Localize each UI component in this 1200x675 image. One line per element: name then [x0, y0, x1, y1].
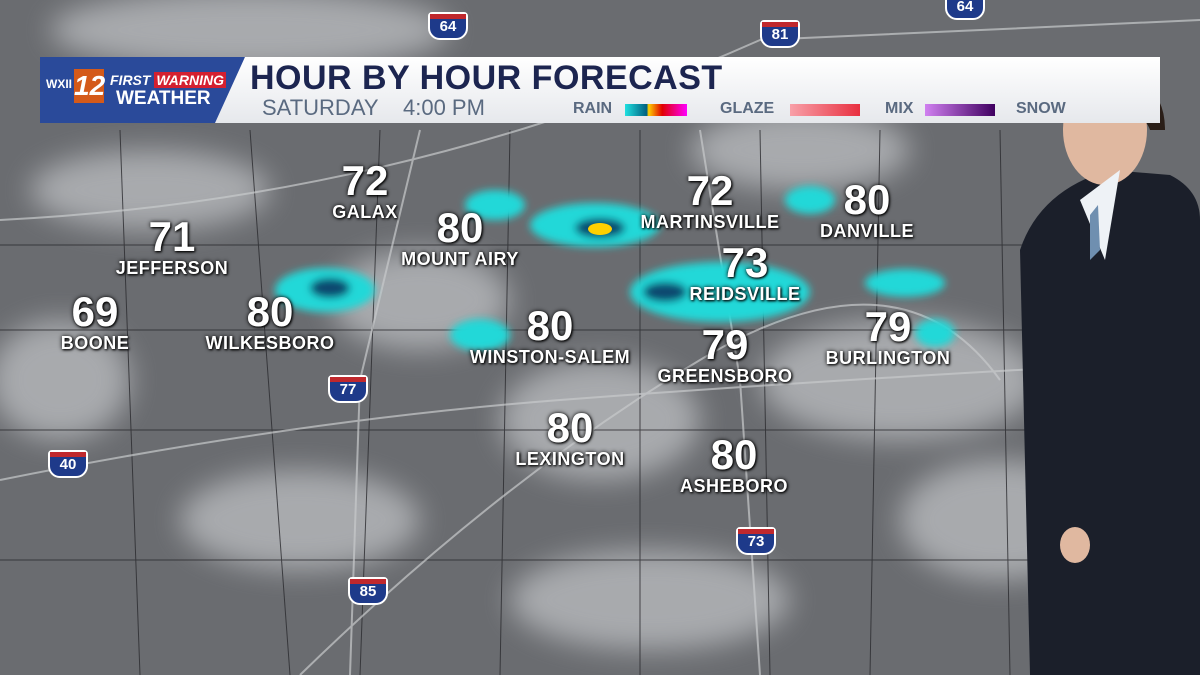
- city-forecast: 80 LEXINGTON: [515, 404, 625, 470]
- city-name: BURLINGTON: [825, 348, 951, 368]
- city-temperature: 73: [721, 239, 769, 286]
- channel-number: 12: [74, 69, 106, 103]
- forecast-day-time: SATURDAY 4:00 PM: [262, 95, 485, 121]
- legend-glaze-bar: [790, 104, 860, 116]
- city-temperature: 80: [526, 302, 574, 349]
- forecast-day: SATURDAY: [262, 95, 379, 120]
- city-temperature: 80: [546, 404, 594, 451]
- interstate-shield: 81: [760, 20, 800, 48]
- city-name: WILKESBORO: [205, 333, 335, 353]
- interstate-shield: 64: [428, 12, 468, 40]
- city-name: GALAX: [332, 202, 398, 222]
- legend-rain: RAIN: [573, 100, 613, 117]
- city-name: MOUNT AIRY: [401, 249, 519, 269]
- city-temperature: 72: [686, 167, 734, 214]
- city-forecast: 80 WILKESBORO: [205, 288, 335, 354]
- legend-mix-bar: [925, 104, 995, 116]
- city-forecast: 72 GALAX: [332, 157, 398, 223]
- station-logo: WXII 12 FIRST WARNING WEATHER: [40, 57, 245, 123]
- interstate-shield: 40: [48, 450, 88, 478]
- forecast-banner: WXII 12 FIRST WARNING WEATHER HOUR BY HO…: [40, 57, 1160, 123]
- forecast-time: 4:00 PM: [402, 95, 485, 120]
- city-name: REIDSVILLE: [689, 284, 801, 304]
- station-call-letters: WXII: [46, 77, 72, 91]
- legend-snow: SNOW: [1016, 100, 1066, 117]
- city-forecast: 80 ASHEBORO: [679, 431, 789, 497]
- legend-rain-bar: [625, 104, 687, 116]
- city-temperature: 79: [864, 303, 912, 350]
- city-name: GREENSBORO: [657, 366, 793, 386]
- city-temperature: 80: [246, 288, 294, 335]
- city-name: BOONE: [60, 333, 130, 353]
- city-forecast: 79 BURLINGTON: [825, 303, 951, 369]
- city-name: ASHEBORO: [679, 476, 789, 496]
- city-name: MARTINSVILLE: [640, 212, 780, 232]
- city-temperature: 79: [701, 321, 749, 368]
- city-temperature: 72: [341, 157, 389, 204]
- interstate-shield: 73: [736, 527, 776, 555]
- city-forecast: 69 BOONE: [60, 288, 130, 354]
- legend-glaze: GLAZE: [720, 100, 775, 117]
- interstate-shield: 77: [328, 375, 368, 403]
- city-forecast: 79 GREENSBORO: [657, 321, 793, 387]
- city-forecast: 72 MARTINSVILLE: [640, 167, 780, 233]
- rain-echoes: [275, 186, 955, 351]
- interstate-shield: 64: [945, 0, 985, 20]
- city-name: JEFFERSON: [115, 258, 229, 278]
- city-name: WINSTON-SALEM: [469, 347, 631, 367]
- city-temperature: 80: [710, 431, 758, 478]
- brand-weather: WEATHER: [116, 88, 211, 109]
- city-temperature: 80: [843, 176, 891, 223]
- city-forecast: 80 MOUNT AIRY: [401, 204, 519, 270]
- brand-first: FIRST: [110, 72, 151, 88]
- city-forecast: 80 WINSTON-SALEM: [469, 302, 631, 368]
- city-forecast: 73 REIDSVILLE: [689, 239, 801, 305]
- city-forecast: 80 DANVILLE: [820, 176, 914, 242]
- page-title: HOUR BY HOUR FORECAST: [250, 59, 723, 97]
- city-temperature: 71: [148, 213, 196, 260]
- city-name: LEXINGTON: [515, 449, 625, 469]
- legend-mix: MIX: [885, 100, 914, 117]
- interstate-shield: 85: [348, 577, 388, 605]
- brand-warning: WARNING: [154, 72, 227, 88]
- city-temperature: 69: [71, 288, 119, 335]
- city-name: DANVILLE: [820, 221, 914, 241]
- city-forecast: 71 JEFFERSON: [115, 213, 229, 279]
- city-temperature: 80: [436, 204, 484, 251]
